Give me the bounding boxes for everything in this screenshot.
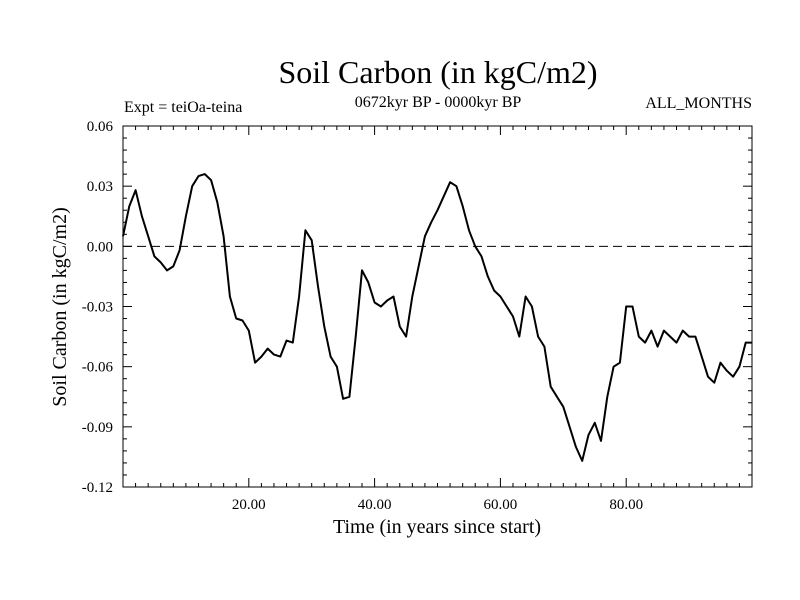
series-line-soil-carbon bbox=[122, 173, 752, 462]
y-tick-label: -0.12 bbox=[82, 480, 113, 496]
x-axis-label: Time (in years since start) bbox=[333, 516, 541, 538]
x-tick-label: 20.00 bbox=[232, 497, 266, 513]
plot-area: 20.00 40.00 60.00 80.00 0.06 0.03 0.00 -0.03 -0.… bbox=[82, 119, 753, 513]
x-tick-label: 60.00 bbox=[484, 497, 518, 513]
months-label: ALL_MONTHS bbox=[645, 95, 752, 112]
chart-title: Soil Carbon (in kgC/m2) bbox=[278, 54, 597, 90]
x-tick-label: 40.00 bbox=[358, 497, 392, 513]
chart-subtitle: 0672kyr BP - 0000kyr BP bbox=[355, 94, 522, 111]
y-tick-label: 0.03 bbox=[87, 179, 113, 195]
y-tick-label: -0.09 bbox=[82, 420, 113, 436]
y-axis-label: Soil Carbon (in kgC/m2) bbox=[49, 207, 71, 406]
experiment-label: Expt = teiOa-teina bbox=[124, 99, 242, 116]
y-tick-label: -0.06 bbox=[82, 360, 114, 376]
y-tick-label: 0.06 bbox=[87, 119, 114, 135]
y-tick-label: 0.00 bbox=[87, 239, 113, 255]
plot-frame bbox=[122, 125, 753, 488]
x-tick-label: 80.00 bbox=[609, 497, 643, 513]
y-tick-label: -0.03 bbox=[82, 300, 113, 316]
